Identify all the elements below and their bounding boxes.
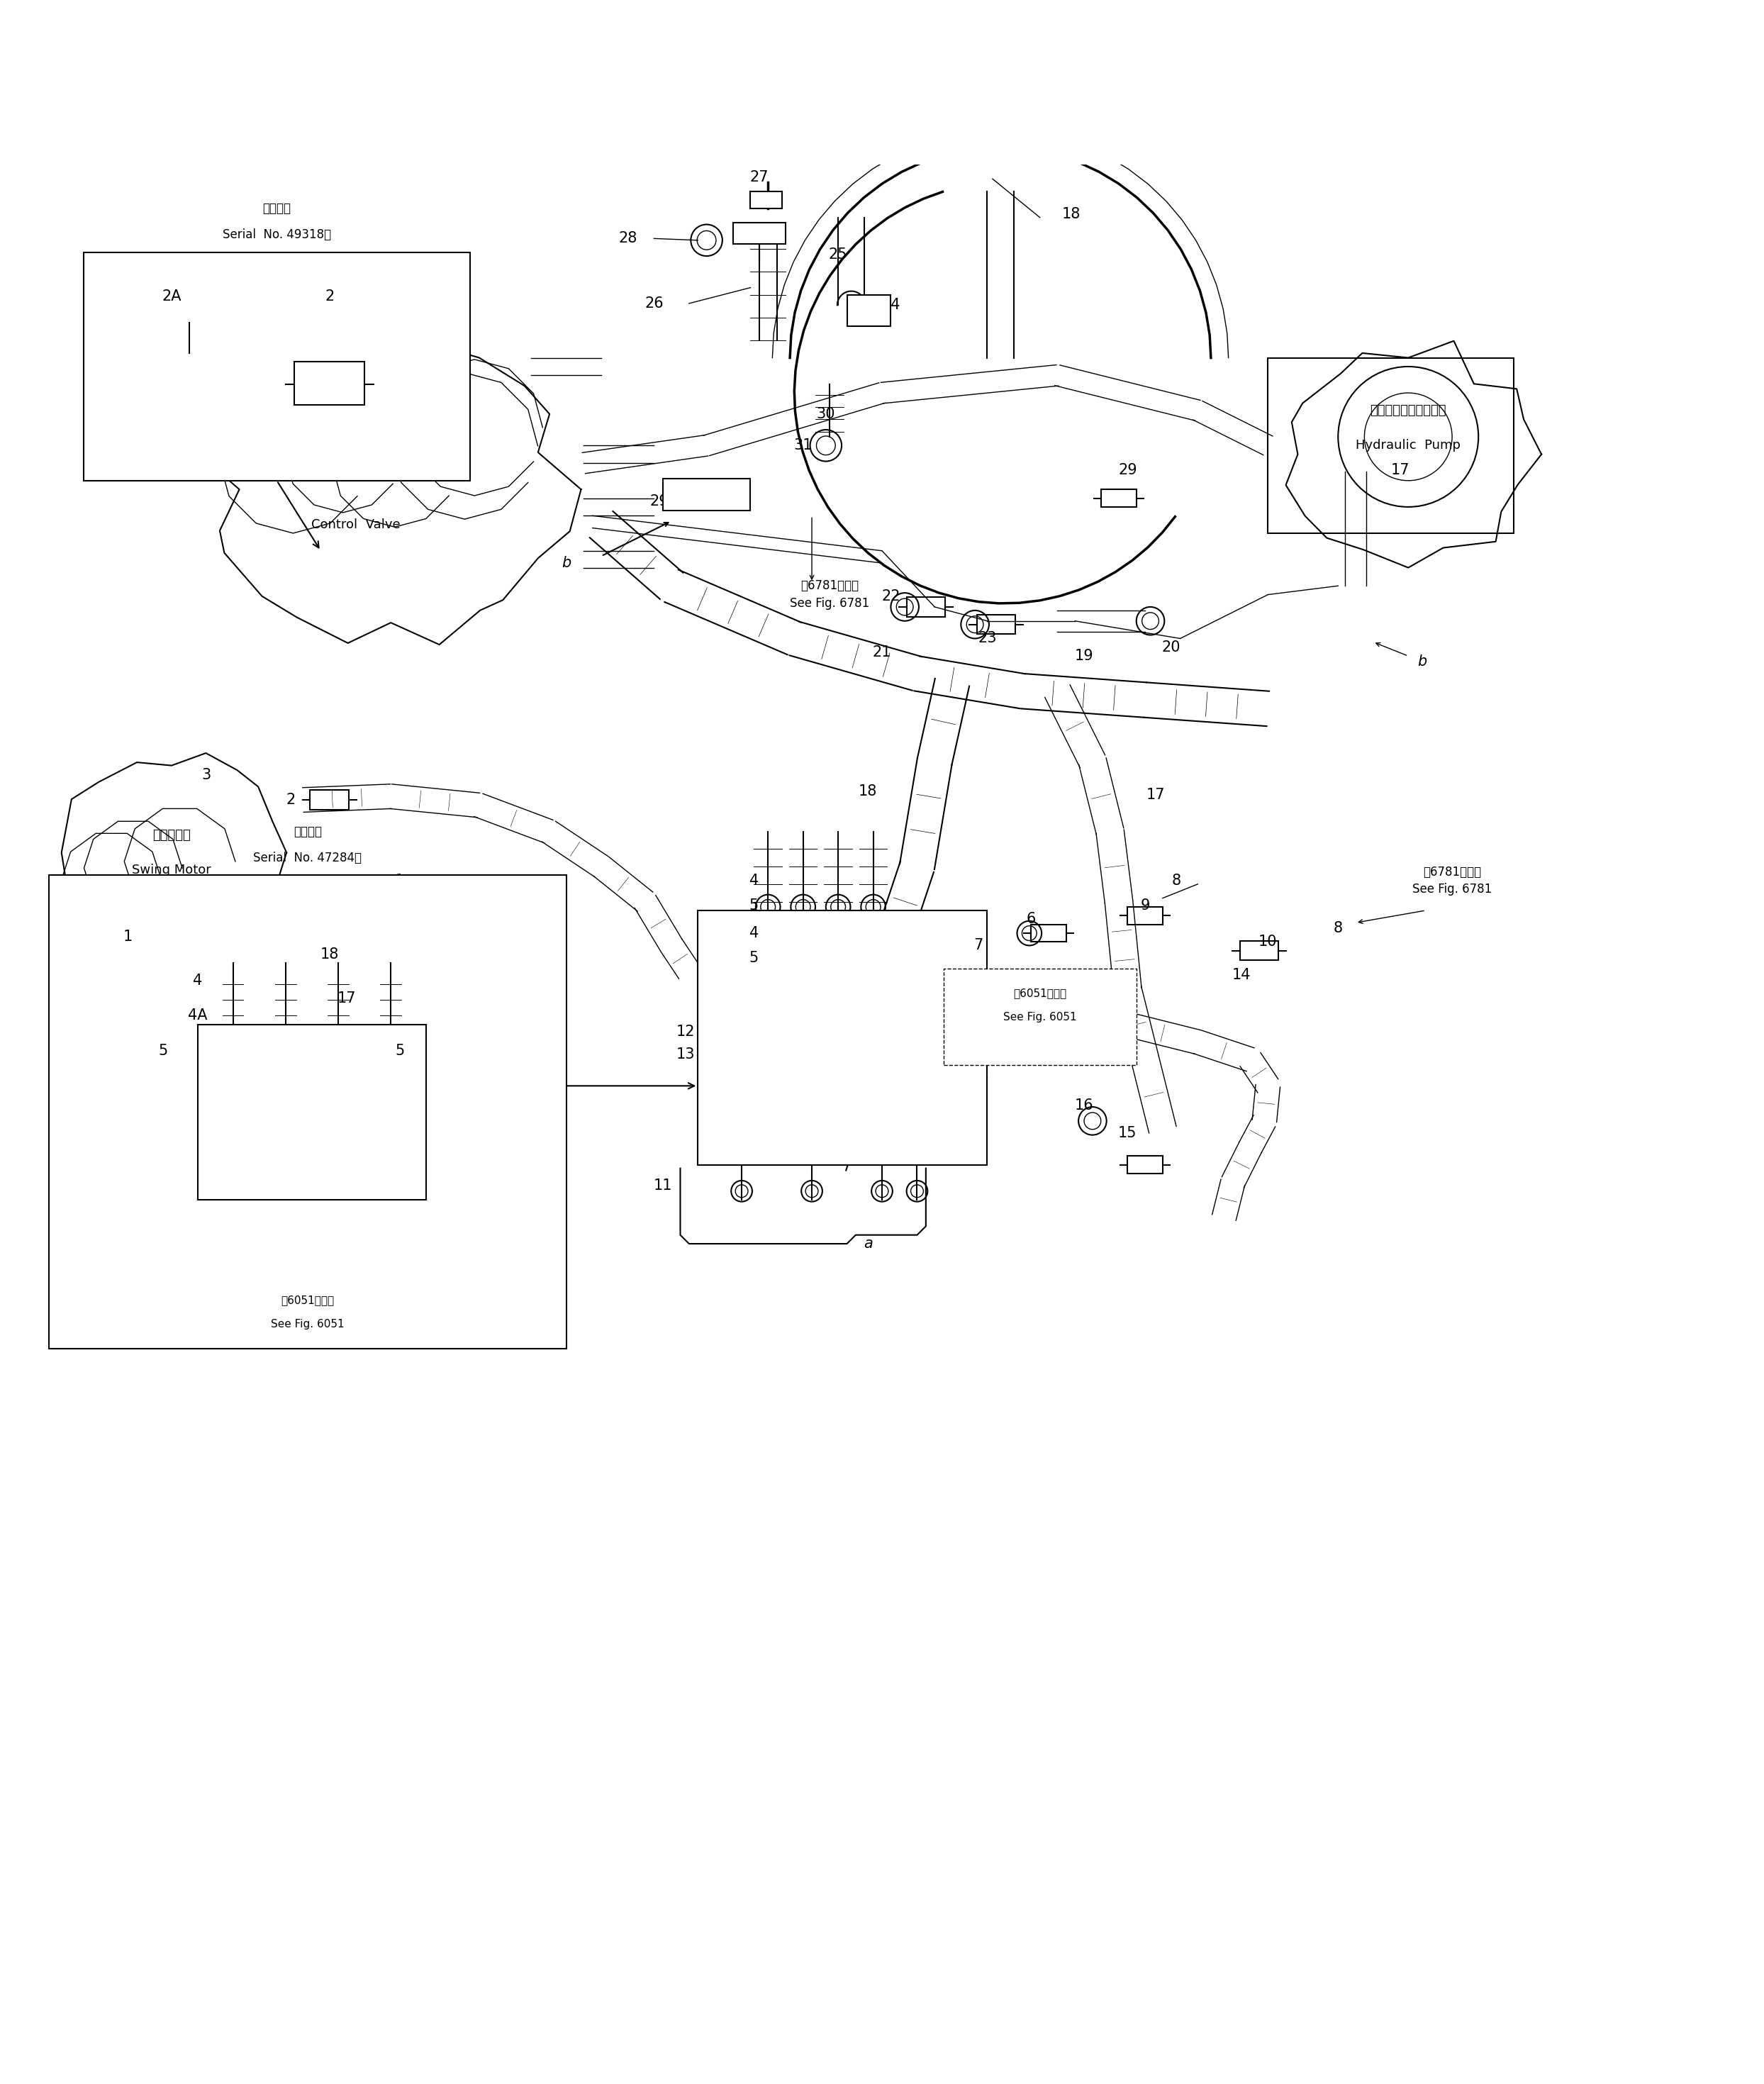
Text: 15: 15 [1118,1125,1138,1140]
Text: 25: 25 [829,248,847,260]
Bar [1240,942,1279,961]
Text: ハイドロリックポンプ: ハイドロリックポンプ [1371,404,1446,417]
Text: 11: 11 [653,1180,672,1192]
Text: 24: 24 [882,298,900,313]
Text: Swing Motor: Swing Motor [132,863,212,877]
Text: 第6781図参照: 第6781図参照 [1424,865,1482,877]
Text: 2: 2 [286,792,296,807]
Text: 4: 4 [194,973,203,988]
Bar [176,361,203,373]
Text: 4A: 4A [189,1009,208,1023]
Text: a: a [1018,982,1027,996]
Text: 26: 26 [644,296,663,311]
Bar [411,1009,441,1023]
Text: 31: 31 [794,438,813,452]
Text: b: b [1418,654,1427,669]
Text: 5: 5 [159,1044,168,1059]
Text: コントロールバルブ: コントロールバルブ [321,465,390,477]
Bar [198,1025,425,1200]
Text: 第6051図参照: 第6051図参照 [280,1294,333,1305]
Text: 3: 3 [201,769,212,782]
Text: 1: 1 [395,873,404,888]
Text: 7: 7 [974,938,983,952]
Text: 8: 8 [1334,921,1342,936]
Text: 28: 28 [619,231,637,246]
Text: 1: 1 [123,929,132,944]
Text: 6: 6 [1027,913,1035,925]
Bar [977,615,1016,634]
Bar [295,361,365,404]
Bar [1127,907,1162,925]
Text: 21: 21 [873,646,891,661]
Text: a: a [863,1236,873,1250]
Text: 17: 17 [1147,788,1164,802]
Text: 16: 16 [1074,1098,1094,1113]
Text: 22: 22 [882,590,900,604]
Bar [847,294,891,327]
Text: 14: 14 [1233,969,1251,982]
Bar [907,598,946,617]
Text: 18: 18 [319,948,339,961]
Polygon shape [62,752,286,959]
Text: Serial  No. 49318～: Serial No. 49318～ [222,229,332,242]
Text: 20: 20 [1162,640,1180,654]
Text: 8: 8 [1171,873,1182,888]
Text: 4: 4 [750,925,759,940]
Text: See Fig. 6051: See Fig. 6051 [1004,1013,1076,1023]
Bar [699,911,988,1165]
Text: 5: 5 [750,950,759,965]
Text: 29: 29 [649,494,669,508]
Text: See Fig. 6781: See Fig. 6781 [790,596,870,611]
Text: 30: 30 [817,406,836,421]
Bar [750,192,781,208]
Polygon shape [198,331,580,644]
Text: b: b [561,556,572,571]
Bar [1101,490,1136,506]
Bar [85,252,469,481]
Text: 5: 5 [395,1044,404,1059]
Bar [944,969,1136,1065]
Text: 12: 12 [676,1025,695,1038]
Bar [49,875,566,1348]
Text: 27: 27 [750,171,769,183]
Text: 17: 17 [337,992,356,1004]
Text: 第6781図参照: 第6781図参照 [801,579,859,592]
Bar [732,223,785,244]
Text: 2A: 2A [162,290,182,304]
Text: 4: 4 [750,873,759,888]
Bar [1268,358,1514,534]
Bar [663,479,750,511]
Text: See Fig. 6781: See Fig. 6781 [1413,884,1492,896]
Text: 旋回モータ: 旋回モータ [152,829,191,842]
Text: 9: 9 [1140,898,1150,913]
Text: 17: 17 [1390,463,1409,477]
Text: 10: 10 [1258,936,1277,948]
Text: Hydraulic  Pump: Hydraulic Pump [1357,440,1461,452]
Text: 適用号機: 適用号機 [293,825,321,838]
Text: 18: 18 [1062,206,1081,221]
Bar [310,790,349,809]
Text: 第6051図参照: 第6051図参照 [1013,988,1067,998]
Text: See Fig. 6051: See Fig. 6051 [272,1319,344,1330]
Text: 19: 19 [1074,648,1094,663]
Text: 13: 13 [676,1046,695,1061]
Bar [1032,925,1065,942]
Text: 2: 2 [325,290,333,304]
Text: 5: 5 [750,898,759,913]
Text: 23: 23 [977,631,997,646]
Text: 29: 29 [1118,463,1138,477]
Text: 適用号機: 適用号機 [263,202,291,215]
Text: 18: 18 [859,784,877,798]
Text: Control  Valve: Control Valve [310,519,400,531]
Bar [1127,1157,1162,1173]
Text: Serial  No. 47284～: Serial No. 47284～ [254,852,362,865]
